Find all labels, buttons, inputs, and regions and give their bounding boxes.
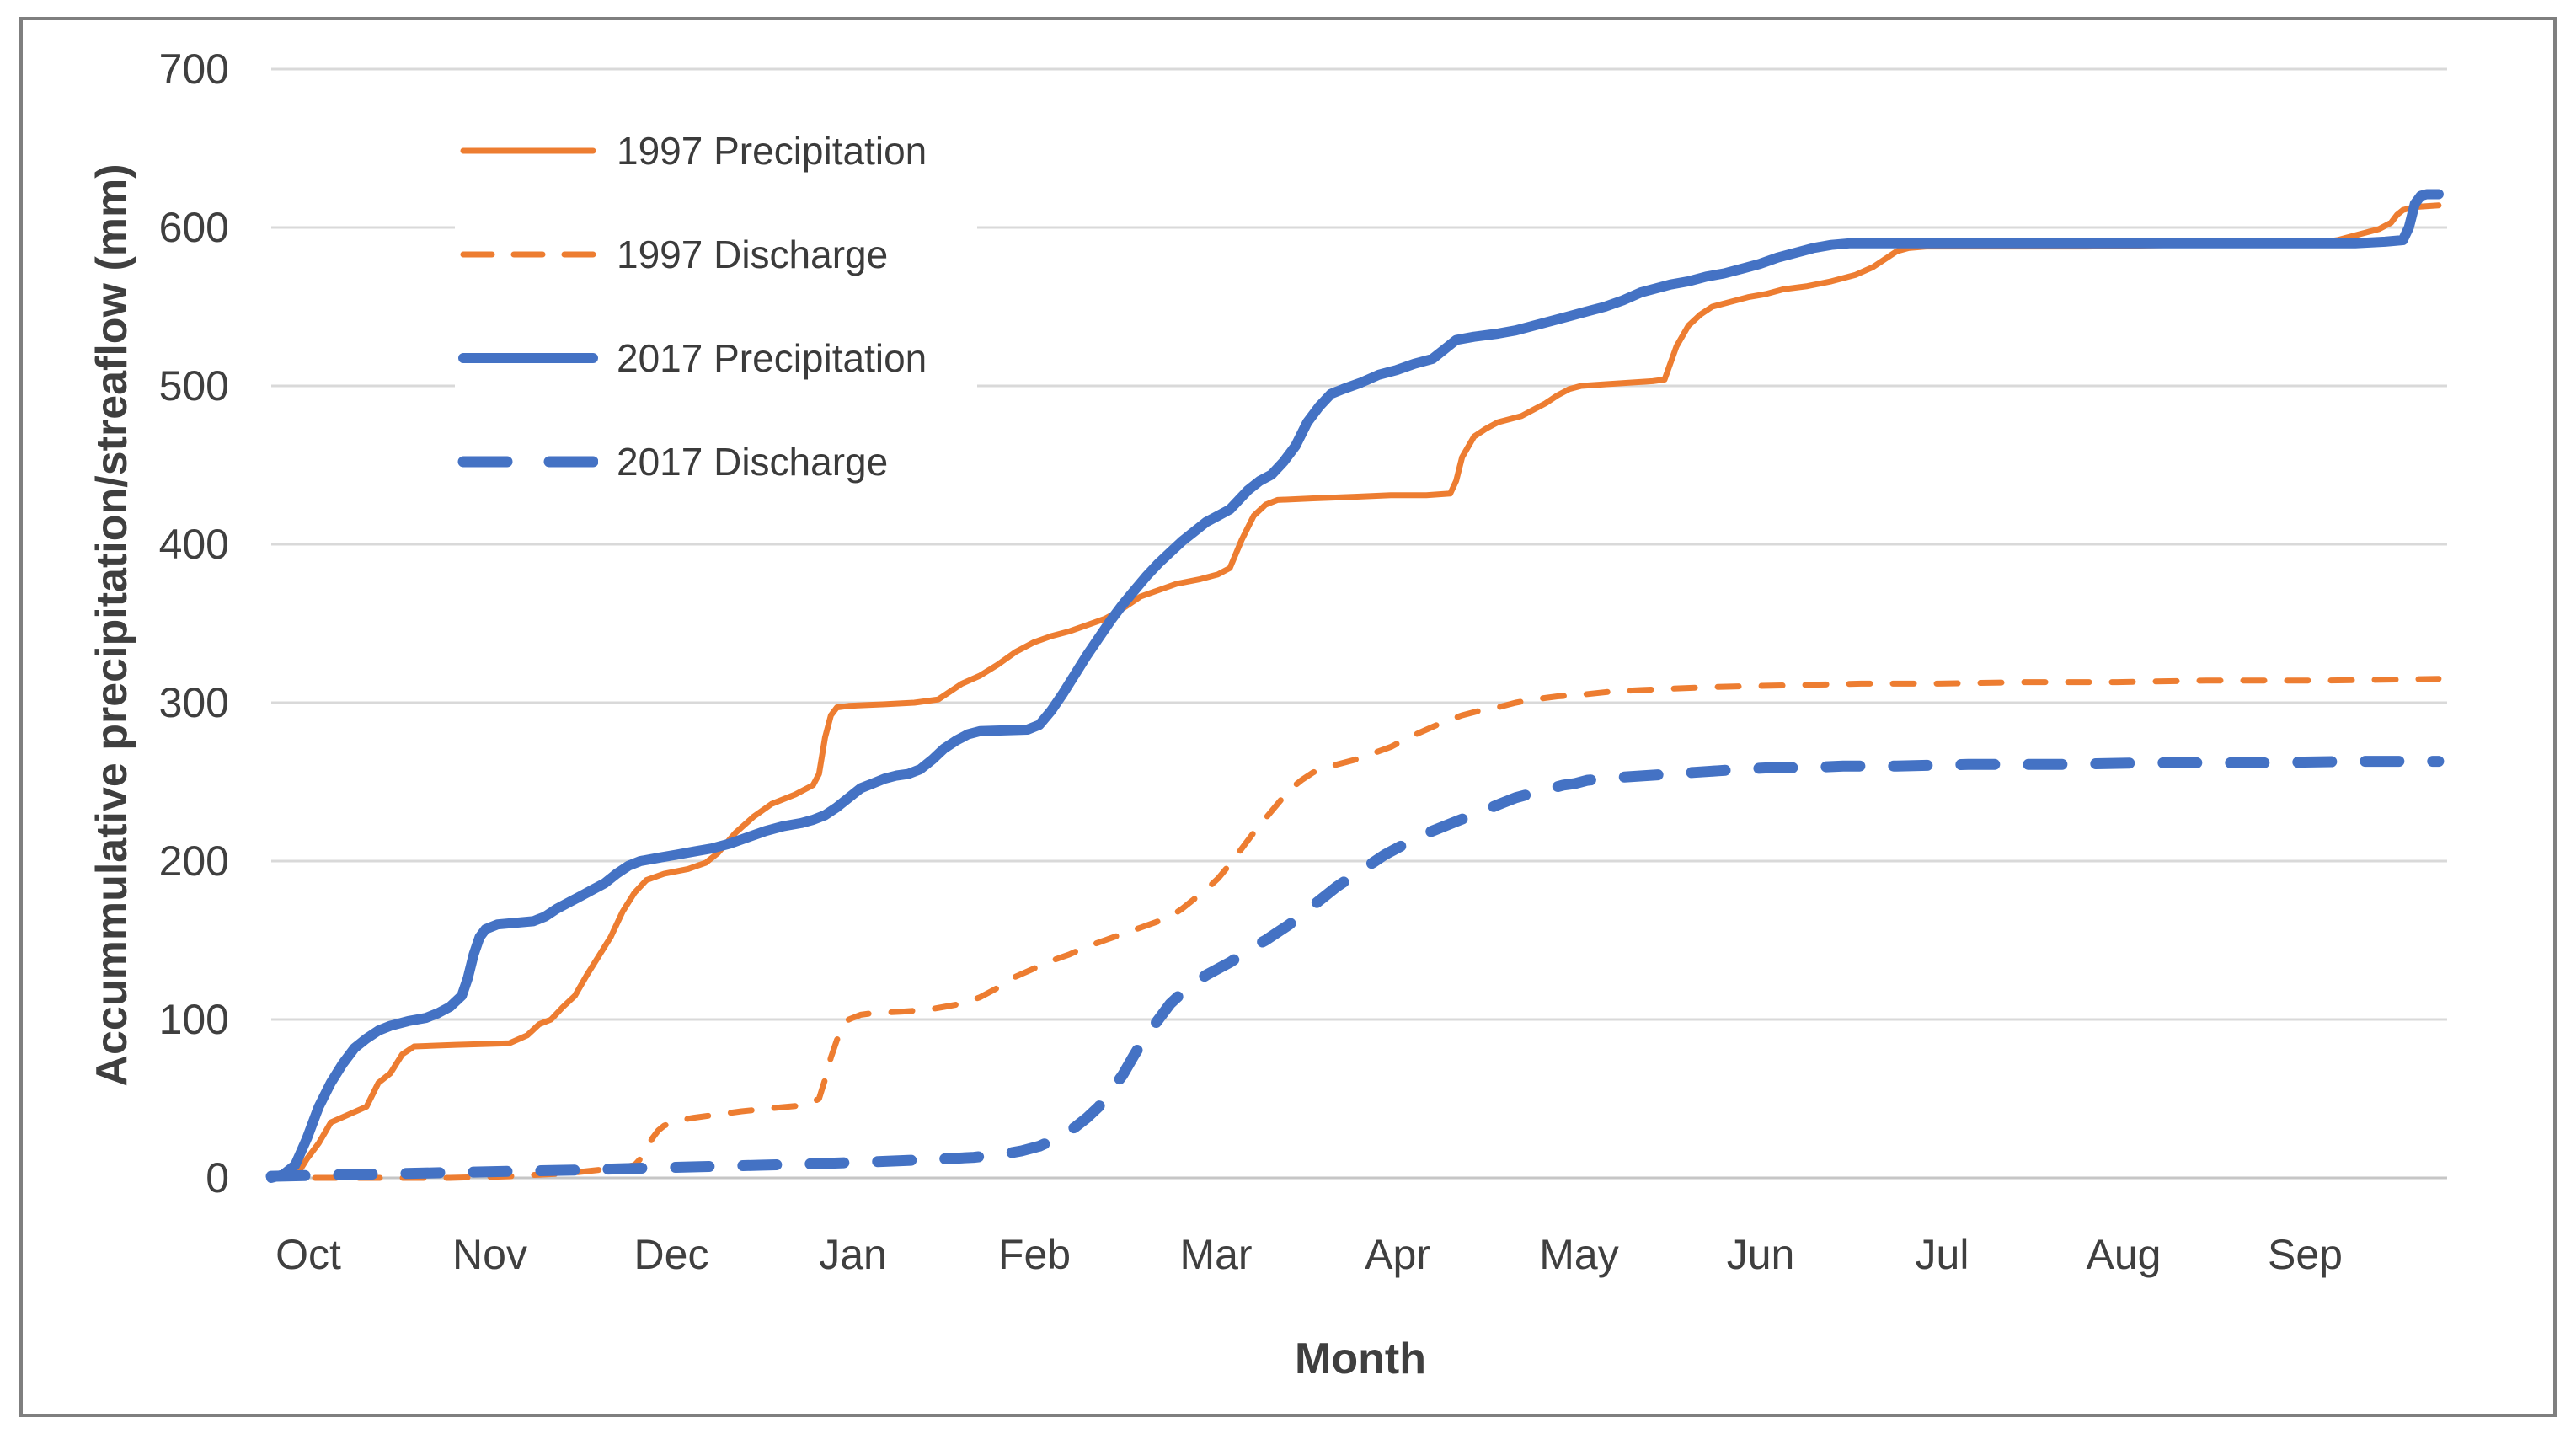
legend-item-1997-precipitation: 1997 Precipitation	[455, 114, 977, 188]
x-tick-label-aug: Aug	[2087, 1231, 2162, 1278]
series-line-2017-discharge	[265, 756, 2445, 1182]
legend-label-2017-discharge: 2017 Discharge	[617, 440, 889, 484]
y-tick-label-400: 400	[159, 521, 229, 568]
y-tick-label-700: 700	[159, 45, 229, 93]
y-tick-label-600: 600	[159, 204, 229, 251]
x-tick-label-oct: Oct	[275, 1231, 341, 1278]
x-tick-label-nov: Nov	[452, 1231, 527, 1278]
x-tick-label-feb: Feb	[998, 1231, 1071, 1278]
legend-line-sample-2017-discharge-icon	[457, 456, 598, 468]
x-tick-label-jul: Jul	[1916, 1231, 1969, 1278]
legend-label-1997-discharge: 1997 Discharge	[617, 233, 889, 276]
x-tick-label-sep: Sep	[2268, 1231, 2343, 1278]
y-tick-label-100: 100	[159, 996, 229, 1043]
legend-item-2017-precipitation: 2017 Precipitation	[455, 321, 977, 395]
x-tick-label-mar: Mar	[1179, 1231, 1252, 1278]
y-tick-label-200: 200	[159, 837, 229, 885]
series-line-2017-precipitation	[266, 189, 2444, 1183]
x-tick-label-dec: Dec	[634, 1231, 709, 1278]
x-axis-title: Month	[1295, 1335, 1426, 1383]
x-tick-label-jun: Jun	[1727, 1231, 1795, 1278]
series-line-1997-discharge	[268, 676, 2442, 1181]
y-tick-label-300: 300	[159, 679, 229, 726]
x-tick-label-apr: Apr	[1365, 1231, 1430, 1278]
legend-item-1997-discharge: 1997 Discharge	[455, 217, 977, 292]
legend-line-sample-2017-precipitation-icon	[458, 353, 598, 363]
legend-label-1997-precipitation: 1997 Precipitation	[617, 129, 927, 173]
x-tick-label-jan: Jan	[819, 1231, 887, 1278]
legend-line-sample-1997-precipitation-icon	[460, 147, 596, 154]
series-line-1997-precipitation	[268, 202, 2442, 1181]
legend-label-2017-precipitation: 2017 Precipitation	[617, 336, 927, 380]
x-tick-label-may: May	[1539, 1231, 1618, 1278]
legend-line-sample-1997-discharge-icon	[460, 251, 596, 258]
y-axis-title: Accummulative precipitation/streaflow (m…	[88, 163, 136, 1086]
y-tick-label-500: 500	[159, 362, 229, 409]
figure-border	[19, 17, 2557, 1417]
y-tick-label-0: 0	[206, 1154, 229, 1201]
legend-item-2017-discharge: 2017 Discharge	[455, 425, 977, 499]
